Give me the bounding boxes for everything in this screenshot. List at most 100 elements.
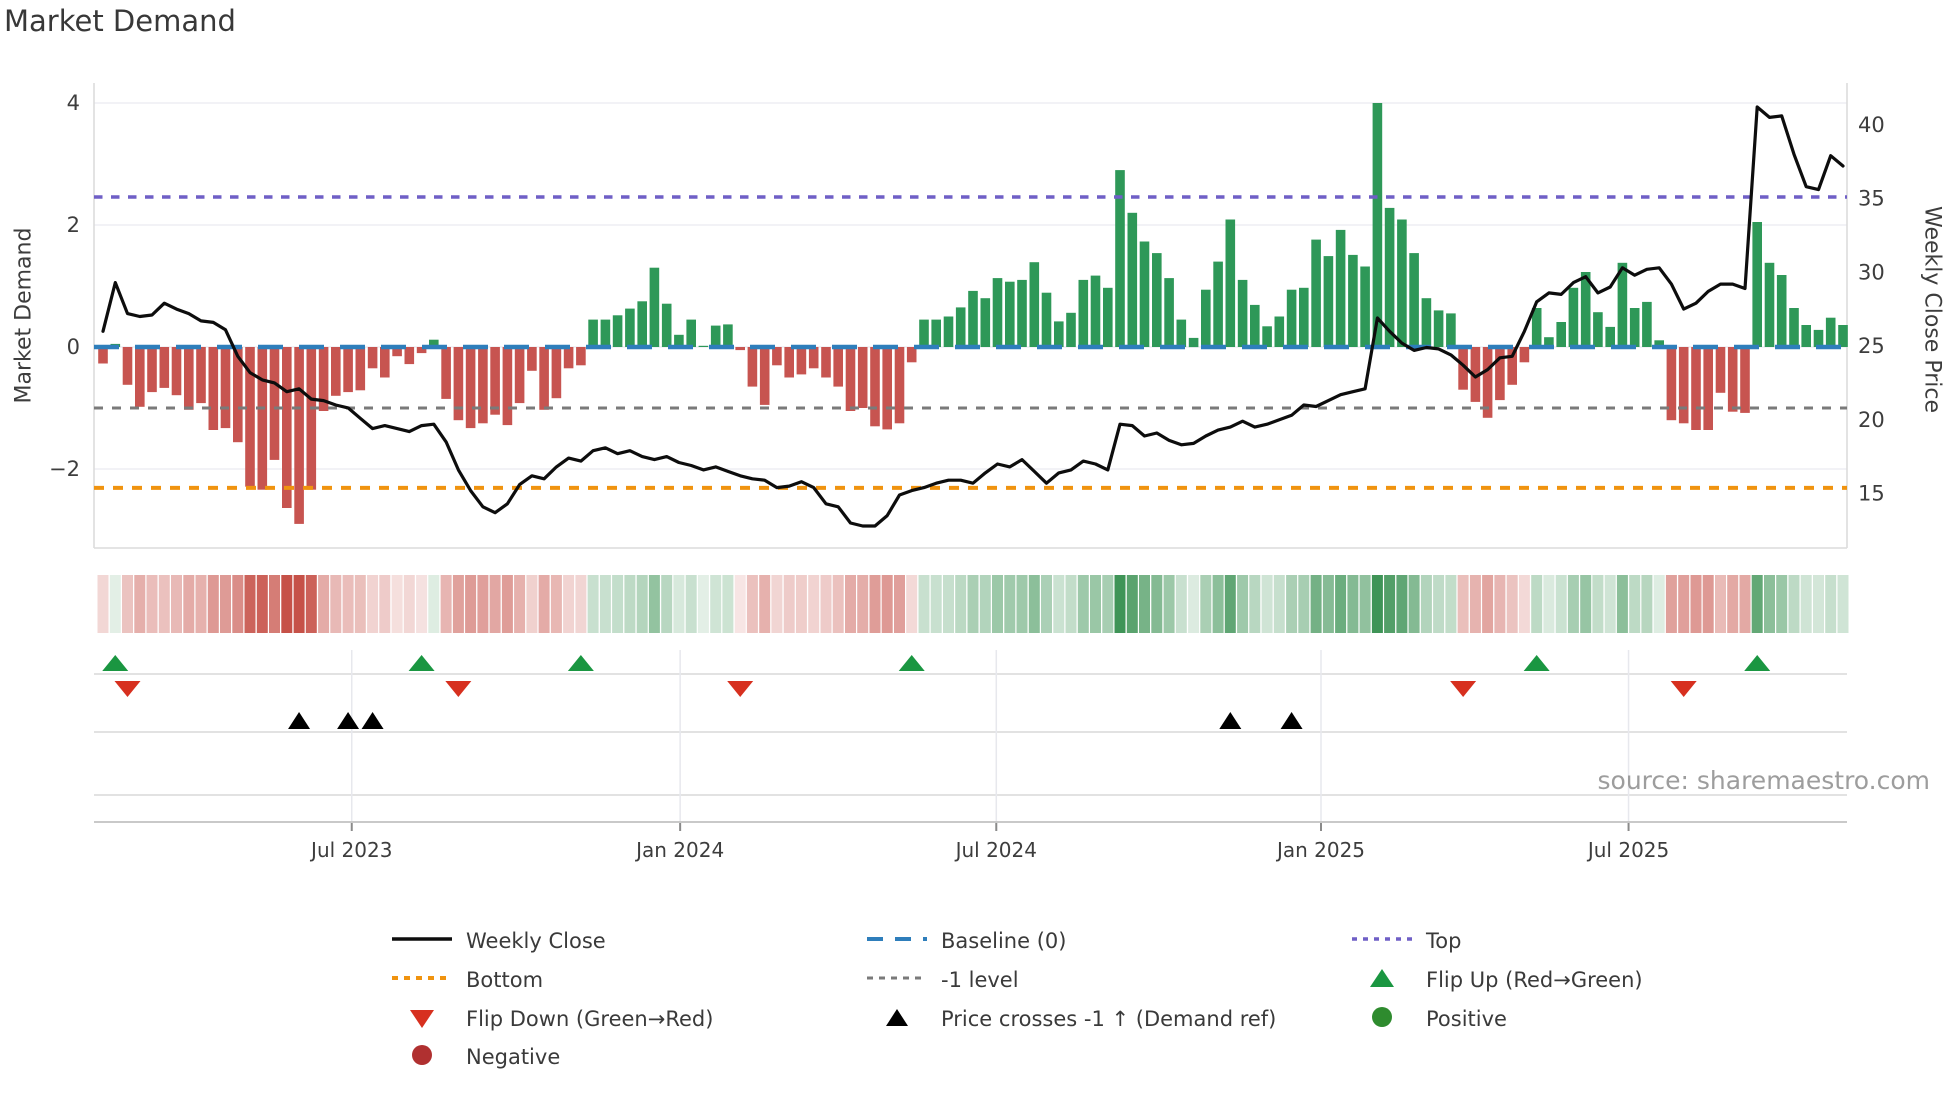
demand-bar-positive xyxy=(1262,326,1272,347)
heatmap-cell xyxy=(1384,575,1396,633)
heatmap-cell xyxy=(428,575,440,633)
right-tick-label: 15 xyxy=(1858,482,1885,506)
source-credit: source: sharemaestro.com xyxy=(1597,766,1931,795)
heatmap-cell xyxy=(575,575,587,633)
heatmap-cell xyxy=(1102,575,1114,633)
heatmap-cell xyxy=(661,575,673,633)
heatmap-cell xyxy=(857,575,869,633)
x-tick-label: Jul 2023 xyxy=(309,838,392,862)
heatmap-cell xyxy=(1371,575,1383,633)
heatmap-cell xyxy=(1555,575,1567,633)
heatmap-cell xyxy=(550,575,562,633)
right-tick-label: 30 xyxy=(1858,260,1885,284)
demand-bar-negative xyxy=(171,347,182,396)
legend-swatch-dash-gray xyxy=(865,963,929,997)
demand-bar-negative xyxy=(257,347,268,490)
heatmap-cell xyxy=(894,575,905,633)
legend-swatch-tri-up-green xyxy=(1350,963,1414,997)
flip-down-marker xyxy=(445,681,472,697)
demand-bar-negative xyxy=(282,347,292,508)
heatmap-cell xyxy=(171,575,182,633)
heatmap-cell xyxy=(195,575,207,633)
demand-bar-positive xyxy=(1789,308,1799,347)
heatmap-cell xyxy=(330,575,342,633)
heatmap-cell xyxy=(269,575,280,633)
heatmap-cell xyxy=(1151,575,1163,633)
demand-bar-positive xyxy=(919,319,929,347)
x-tick-label: Jan 2025 xyxy=(1275,838,1365,862)
demand-bar-negative xyxy=(821,347,831,378)
heatmap-cell xyxy=(1224,575,1236,633)
demand-bar-positive xyxy=(1103,287,1113,347)
demand-bar-positive xyxy=(1801,325,1811,347)
demand-bar-negative xyxy=(1691,347,1701,430)
heatmap-cell xyxy=(710,575,722,633)
demand-bar-positive xyxy=(649,267,660,347)
heatmap-cell xyxy=(943,575,954,633)
demand-bar-negative xyxy=(233,347,243,443)
heatmap-cell xyxy=(440,575,452,633)
heatmap-cell xyxy=(207,575,219,633)
demand-bar-positive xyxy=(1237,279,1248,347)
legend-swatch-line-black xyxy=(390,924,454,958)
demand-bar-positive xyxy=(1642,301,1652,347)
demand-bar-positive xyxy=(1421,298,1432,347)
demand-bar-negative xyxy=(490,347,500,415)
heatmap-cell xyxy=(1041,575,1052,633)
heatmap-cell xyxy=(845,575,856,633)
demand-bar-positive xyxy=(1090,275,1101,347)
left-tick-label: 0 xyxy=(67,335,80,359)
heatmap-cell xyxy=(1482,575,1494,633)
demand-bar-positive xyxy=(931,319,941,347)
flip-down-marker xyxy=(1670,681,1697,697)
heatmap-cell xyxy=(1261,575,1273,633)
heatmap-cell xyxy=(1188,575,1200,633)
heatmap-cell xyxy=(526,575,538,633)
legend-item: -1 level xyxy=(865,965,1019,995)
legend-item: Flip Down (Green→Red) xyxy=(390,1004,713,1034)
page-title: Market Demand xyxy=(4,4,236,38)
demand-bar-negative xyxy=(759,347,770,405)
demand-bar-positive xyxy=(1593,312,1603,347)
legend-label: -1 level xyxy=(941,968,1019,992)
demand-bar-negative xyxy=(98,347,108,364)
heatmap-cell xyxy=(1690,575,1702,633)
legend-label: Bottom xyxy=(466,968,544,992)
heatmap-cell xyxy=(342,575,354,633)
heatmap-cell xyxy=(158,575,170,633)
x-tick-label: Jul 2024 xyxy=(954,838,1037,862)
demand-bar-positive xyxy=(1384,207,1395,347)
legend-item: Positive xyxy=(1350,1004,1507,1034)
right-tick-label: 20 xyxy=(1858,408,1885,432)
demand-bar-negative xyxy=(527,347,537,371)
heatmap-cell xyxy=(1114,575,1126,633)
heatmap-cell xyxy=(1457,575,1469,633)
heatmap-cell xyxy=(636,575,648,633)
legend-swatch-dot-purple xyxy=(1350,924,1414,958)
legend-swatch-dash-blue xyxy=(865,924,929,958)
heatmap-cell xyxy=(612,575,624,633)
heatmap-cell xyxy=(563,575,575,633)
demand-bar-negative xyxy=(392,347,402,357)
demand-bar-positive xyxy=(1813,329,1824,347)
demand-bar-negative xyxy=(772,347,782,366)
heatmap-cell xyxy=(367,575,379,633)
heatmap-cell xyxy=(1727,575,1739,633)
heatmap-cell xyxy=(1126,575,1138,633)
heatmap-cell xyxy=(1065,575,1077,633)
legend-label: Baseline (0) xyxy=(941,929,1067,953)
demand-bar-positive xyxy=(1433,310,1444,347)
demand-bar-negative xyxy=(563,347,574,369)
heatmap-cell xyxy=(1322,575,1334,633)
heatmap-cell xyxy=(1396,575,1408,633)
right-tick-label: 35 xyxy=(1858,187,1885,211)
demand-bar-positive xyxy=(1764,262,1775,347)
legend-label: Weekly Close xyxy=(466,929,606,953)
heatmap-cell xyxy=(881,575,893,633)
demand-bar-negative xyxy=(196,347,206,404)
demand-bar-negative xyxy=(857,347,868,408)
demand-bar-positive xyxy=(1348,254,1358,347)
demand-bar-negative xyxy=(1507,347,1517,385)
heatmap-cell xyxy=(134,575,146,633)
price-cross-marker xyxy=(361,712,384,729)
